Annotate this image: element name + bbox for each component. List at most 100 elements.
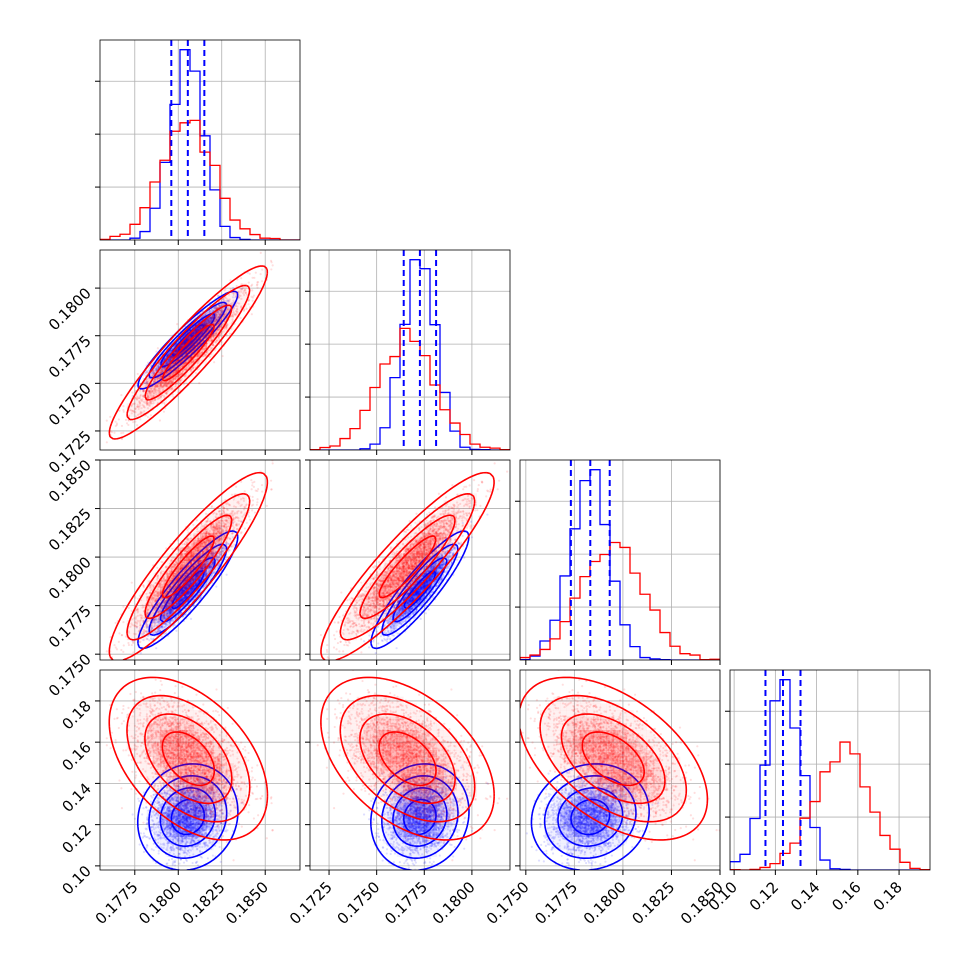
- scatter-point: [208, 311, 211, 314]
- scatter-point: [247, 303, 250, 306]
- scatter-point: [197, 329, 200, 332]
- scatter-point: [184, 341, 187, 344]
- scatter-point: [185, 339, 188, 342]
- scatter-point: [131, 391, 134, 394]
- scatter-point: [105, 419, 108, 422]
- scatter-point: [187, 336, 190, 339]
- panel-content: [105, 250, 274, 444]
- scatter-point: [190, 334, 193, 337]
- scatter-point: [205, 322, 209, 325]
- scatter-point: [250, 313, 253, 316]
- scatter-point: [248, 272, 251, 275]
- scatter-point: [215, 313, 219, 317]
- scatter-point: [185, 340, 188, 343]
- scatter-point: [168, 359, 172, 362]
- scatter-point: [180, 343, 183, 347]
- scatter-point: [269, 259, 273, 262]
- scatter-point: [207, 321, 210, 325]
- scatter-point: [177, 347, 180, 351]
- scatter-point: [209, 316, 213, 319]
- scatter-point: [247, 281, 250, 284]
- scatter-point: [165, 355, 168, 358]
- scatter-point: [185, 338, 188, 341]
- grid-lines: [134, 40, 266, 240]
- scatter-point: [217, 311, 220, 314]
- scatter-point: [186, 339, 189, 342]
- scatter-point: [167, 361, 170, 364]
- scatter-point: [260, 280, 264, 283]
- scatter-point: [217, 316, 220, 319]
- scatter-point: [211, 309, 214, 312]
- scatter-point: [163, 358, 166, 361]
- scatter-point: [192, 331, 195, 334]
- scatter-point: [170, 355, 173, 358]
- scatter-point: [176, 323, 179, 326]
- scatter-point: [196, 329, 199, 332]
- scatter-point: [184, 339, 187, 342]
- scatter-point: [254, 271, 257, 274]
- scatter-point: [114, 420, 117, 423]
- scatter-point: [175, 349, 178, 352]
- scatter-point: [198, 327, 202, 330]
- scatter-point: [185, 338, 188, 341]
- scatter-point: [167, 360, 171, 363]
- scatter-point: [182, 341, 185, 344]
- scatter-point: [182, 341, 185, 344]
- scatter-point: [187, 336, 191, 339]
- scatter-point: [179, 346, 182, 349]
- scatter-point: [145, 382, 148, 385]
- scatter-point: [213, 306, 216, 310]
- scatter-point: [179, 344, 183, 347]
- scatter-point: [235, 284, 238, 288]
- scatter-point: [117, 418, 120, 421]
- scatter-point: [191, 332, 194, 335]
- scatter-point: [194, 330, 198, 333]
- scatter-point: [271, 264, 274, 267]
- scatter-point: [193, 331, 196, 334]
- scatter-point: [177, 346, 180, 350]
- scatter-point: [152, 371, 155, 375]
- scatter-point: [157, 365, 160, 368]
- scatter-point: [154, 369, 157, 372]
- scatter-point: [190, 335, 193, 338]
- scatter-point: [174, 350, 177, 353]
- scatter-point: [219, 313, 222, 316]
- scatter-point: [169, 357, 172, 360]
- scatter-point: [208, 311, 211, 314]
- scatter-point: [251, 289, 254, 292]
- scatter-point: [152, 371, 155, 374]
- scatter-point: [251, 296, 255, 299]
- scatter-point: [134, 420, 137, 423]
- scatter-point: [169, 357, 172, 361]
- scatter-point: [166, 354, 169, 357]
- scatter-point: [259, 251, 262, 254]
- scatter-point: [229, 287, 232, 291]
- scatter-point: [195, 330, 198, 333]
- scatter-point: [179, 344, 182, 348]
- scatter-point: [144, 371, 147, 374]
- scatter-point: [162, 410, 166, 413]
- scatter-point: [190, 335, 193, 338]
- scatter-point: [203, 321, 206, 324]
- scatter-point: [209, 326, 213, 329]
- scatter-point: [164, 362, 168, 365]
- scatter-point: [198, 326, 202, 329]
- scatter-point: [120, 394, 123, 397]
- scatter-point: [194, 371, 197, 375]
- scatter-point: [209, 316, 213, 319]
- scatter-point: [209, 318, 212, 322]
- scatter-point: [175, 350, 178, 354]
- scatter-point: [145, 381, 148, 384]
- scatter-point: [193, 331, 196, 334]
- scatter-point: [206, 322, 210, 325]
- scatter-point: [124, 418, 128, 422]
- scatter-point: [257, 281, 260, 284]
- scatter-point: [209, 317, 213, 320]
- scatter-point: [105, 441, 108, 444]
- scatter-point: [209, 317, 212, 320]
- scatter-point: [155, 350, 158, 353]
- scatter-point: [240, 277, 243, 280]
- scatter-point: [168, 359, 171, 362]
- scatter-point: [171, 347, 174, 350]
